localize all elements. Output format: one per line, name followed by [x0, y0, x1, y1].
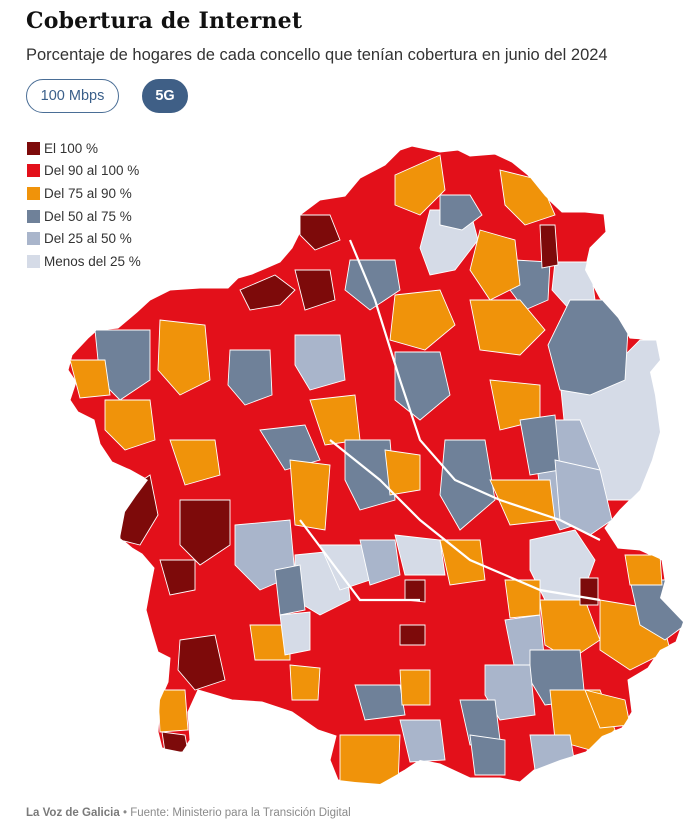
province-border: [299, 239, 601, 602]
page-subtitle: Porcentaje de hogares de cada concello q…: [26, 46, 608, 64]
region-dark-south-2[interactable]: [404, 579, 426, 603]
legend-label: Del 25 al 50 %: [44, 231, 132, 247]
footer: La Voz de Galicia • Fuente: Ministerio p…: [26, 807, 351, 819]
region-south-lightslate-4[interactable]: [529, 734, 576, 771]
region-center-slate-2[interactable]: [294, 334, 346, 391]
region-center-orange-4[interactable]: [289, 459, 331, 531]
region-south-orange-9[interactable]: [504, 579, 541, 619]
region-west-orange-3[interactable]: [104, 399, 156, 451]
region-north-slate[interactable]: [439, 194, 483, 231]
region-dark-coast-1[interactable]: [239, 274, 296, 311]
region-dark-coruna[interactable]: [299, 214, 341, 251]
footer-source: Fuente: Ministerio para la Transición Di…: [130, 807, 351, 819]
footer-separator: •: [122, 807, 127, 819]
map-legend: El 100 % Del 90 al 100 % Del 75 al 90 % …: [27, 137, 141, 273]
region-center-slate-3[interactable]: [259, 424, 321, 471]
toggle-5g-button[interactable]: 5G: [142, 79, 188, 113]
region-south-lightslate-3[interactable]: [484, 664, 536, 721]
legend-swatch: [27, 232, 40, 246]
legend-label: Menos del 25 %: [44, 253, 141, 269]
legend-swatch: [27, 141, 40, 155]
region-north-orange-1[interactable]: [394, 154, 446, 216]
region-dark-south-3[interactable]: [399, 624, 426, 646]
region-center-orange-2[interactable]: [469, 299, 546, 356]
legend-item-90-100: Del 90 al 100 %: [27, 160, 141, 183]
legend-label: Del 75 al 90 %: [44, 185, 132, 201]
region-south-orange-7[interactable]: [289, 664, 321, 701]
legend-item-75-90: Del 75 al 90 %: [27, 182, 141, 205]
region-sw-lightslate-3[interactable]: [359, 539, 401, 586]
region-south-verylight-1[interactable]: [394, 534, 446, 576]
region-dark-west-2[interactable]: [179, 499, 231, 566]
region-west-orange-2[interactable]: [157, 319, 211, 396]
legend-label: Del 50 al 75 %: [44, 208, 132, 224]
region-center-orange-1[interactable]: [389, 289, 456, 351]
legend-swatch: [27, 209, 40, 223]
region-center-slate-4[interactable]: [344, 439, 396, 511]
region-slate-north-center[interactable]: [344, 259, 401, 311]
region-se-orange-1[interactable]: [624, 554, 663, 586]
footer-brand: La Voz de Galicia: [26, 807, 120, 819]
region-center-orange-5[interactable]: [384, 449, 421, 496]
toggle-100mbps-button[interactable]: 100 Mbps: [26, 79, 119, 113]
region-south-orange-1[interactable]: [439, 539, 486, 586]
region-south-slate-5[interactable]: [469, 734, 506, 776]
legend-item-under-25: Menos del 25 %: [27, 250, 141, 273]
legend-item-50-75: Del 50 al 75 %: [27, 205, 141, 228]
region-sw-orange-1[interactable]: [249, 624, 291, 661]
region-south-lightslate-5[interactable]: [399, 719, 446, 763]
region-south-orange-6[interactable]: [339, 734, 401, 785]
legend-item-100: El 100 %: [27, 137, 141, 160]
legend-swatch: [27, 164, 40, 178]
legend-label: Del 90 al 100 %: [44, 163, 140, 179]
legend-swatch: [27, 254, 40, 268]
region-west-slate-2[interactable]: [227, 349, 273, 406]
page-title: Cobertura de Internet: [26, 8, 303, 34]
region-west-orange-4[interactable]: [169, 439, 221, 486]
region-sw-slate-1[interactable]: [274, 564, 306, 616]
legend-label: El 100 %: [44, 140, 99, 156]
region-north-orange-3[interactable]: [469, 229, 521, 301]
region-south-slate-4[interactable]: [354, 684, 406, 721]
region-dark-vigo[interactable]: [177, 634, 226, 691]
region-sw-verylight-2[interactable]: [279, 611, 311, 656]
region-dark-south-1[interactable]: [579, 577, 599, 606]
region-west-orange-1[interactable]: [69, 359, 111, 399]
region-south-orange-8[interactable]: [399, 669, 431, 706]
region-dark-west-3[interactable]: [159, 559, 196, 596]
region-dark-north-1[interactable]: [539, 224, 559, 269]
legend-item-25-50: Del 25 al 50 %: [27, 227, 141, 250]
region-south-orange-2[interactable]: [539, 599, 601, 661]
legend-swatch: [27, 186, 40, 200]
region-south-lightslate-1[interactable]: [554, 459, 613, 536]
region-south-orange-10[interactable]: [157, 689, 189, 733]
region-dark-coast-2[interactable]: [294, 269, 336, 311]
